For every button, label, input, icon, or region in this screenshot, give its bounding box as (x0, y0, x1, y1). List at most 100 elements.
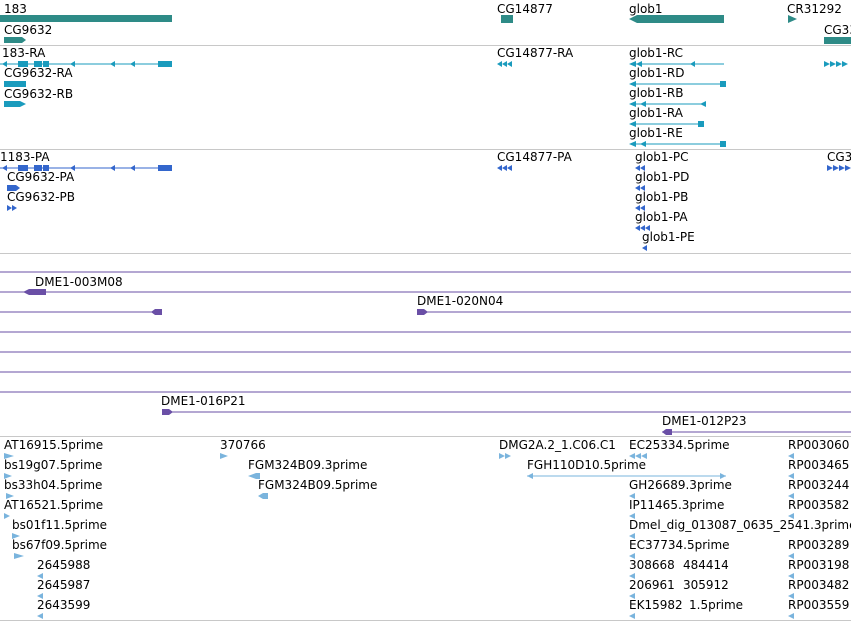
feature-glyph[interactable] (505, 453, 511, 459)
feature-glyph[interactable] (130, 165, 135, 171)
feature-glyph[interactable] (629, 613, 635, 619)
feature-glyph[interactable] (824, 61, 830, 67)
feature-glyph[interactable] (4, 453, 14, 459)
feature-glyph[interactable] (499, 453, 505, 459)
feature-glyph[interactable] (629, 533, 635, 539)
feature-glyph[interactable] (527, 473, 533, 479)
feature-glyph[interactable] (248, 473, 260, 479)
feature-glyph[interactable] (788, 493, 794, 499)
feature-glyph[interactable] (4, 513, 10, 519)
feature-glyph[interactable] (14, 553, 24, 559)
feature-glyph[interactable] (70, 165, 75, 171)
gene-bar[interactable] (629, 15, 724, 23)
feature-glyph[interactable] (700, 101, 706, 107)
feature-glyph[interactable] (6, 493, 14, 499)
feature-glyph[interactable] (43, 165, 49, 171)
feature-glyph[interactable] (110, 61, 115, 67)
feature-glyph[interactable] (833, 165, 839, 171)
feature-glyph[interactable] (629, 101, 636, 107)
feature-glyph[interactable] (12, 533, 20, 539)
feature-glyph[interactable] (641, 453, 647, 459)
feature-glyph[interactable] (788, 513, 794, 519)
feature-glyph[interactable] (788, 453, 794, 459)
feature-glyph[interactable] (635, 185, 640, 191)
feature-glyph[interactable] (635, 225, 640, 231)
feature-glyph[interactable] (4, 101, 14, 107)
feature-glyph[interactable] (830, 61, 836, 67)
feature-glyph[interactable] (497, 165, 502, 171)
feature-glyph[interactable] (662, 429, 672, 435)
feature-glyph[interactable] (158, 61, 172, 67)
feature-glyph[interactable] (502, 165, 507, 171)
feature-glyph[interactable] (70, 61, 75, 67)
feature-glyph[interactable] (629, 493, 635, 499)
feature-glyph[interactable] (507, 61, 512, 67)
feature-glyph[interactable] (507, 165, 512, 171)
feature-glyph[interactable] (788, 593, 794, 599)
feature-glyph[interactable] (845, 165, 851, 171)
feature-glyph[interactable] (110, 165, 115, 171)
gene-bar[interactable] (824, 37, 851, 44)
feature-glyph[interactable] (43, 61, 49, 67)
feature-glyph[interactable] (629, 81, 636, 87)
feature-glyph[interactable] (629, 121, 636, 127)
gene-bar[interactable] (0, 15, 172, 22)
est-glyphs[interactable] (4, 453, 794, 619)
feature-glyph[interactable] (640, 225, 645, 231)
feature-glyph[interactable] (151, 309, 162, 315)
feature-glyph[interactable] (788, 573, 794, 579)
feature-glyph[interactable] (640, 205, 645, 211)
feature-glyph[interactable] (645, 225, 650, 231)
feature-glyph[interactable] (720, 141, 726, 147)
feature-glyph[interactable] (640, 185, 645, 191)
feature-glyph[interactable] (842, 61, 848, 67)
feature-glyph[interactable] (720, 473, 726, 479)
feature-glyph[interactable] (502, 61, 507, 67)
feature-glyph[interactable] (4, 473, 12, 479)
feature-glyph[interactable] (788, 613, 794, 619)
feature-glyph[interactable] (640, 165, 645, 171)
feature-glyph[interactable] (130, 61, 135, 67)
feature-glyph[interactable] (635, 165, 640, 171)
feature-glyph[interactable] (629, 61, 636, 67)
feature-glyph[interactable] (836, 61, 842, 67)
feature-glyph[interactable] (640, 141, 646, 147)
feature-glyph[interactable] (34, 165, 42, 171)
feature-glyph[interactable] (12, 205, 17, 211)
feature-glyph[interactable] (629, 513, 635, 519)
feature-glyph[interactable] (7, 185, 20, 191)
feature-glyph[interactable] (629, 593, 635, 599)
feature-glyph[interactable] (629, 141, 636, 147)
feature-glyph[interactable] (690, 61, 695, 67)
feature-glyph[interactable] (23, 289, 46, 295)
feature-glyph[interactable] (629, 553, 635, 559)
feature-glyph[interactable] (7, 205, 12, 211)
gene-glyphs[interactable] (0, 15, 851, 44)
feature-glyph[interactable] (14, 101, 26, 107)
feature-glyph[interactable] (642, 245, 647, 251)
feature-glyph[interactable] (258, 493, 268, 499)
gene-bar[interactable] (4, 37, 26, 43)
feature-glyph[interactable] (827, 165, 833, 171)
feature-glyph[interactable] (636, 61, 642, 67)
feature-glyph[interactable] (788, 473, 794, 479)
gene-bar[interactable] (501, 15, 513, 23)
feature-glyph[interactable] (37, 573, 43, 579)
feature-glyph[interactable] (629, 573, 635, 579)
feature-glyph[interactable] (417, 309, 428, 315)
feature-glyph[interactable] (839, 165, 845, 171)
feature-glyph[interactable] (635, 205, 640, 211)
feature-glyph[interactable] (158, 165, 172, 171)
feature-glyph[interactable] (640, 101, 646, 107)
feature-glyph[interactable] (788, 553, 794, 559)
feature-glyph[interactable] (2, 165, 7, 171)
feature-glyph[interactable] (720, 81, 726, 87)
feature-glyph[interactable] (162, 409, 173, 415)
feature-glyph[interactable] (698, 121, 704, 127)
feature-glyph[interactable] (2, 61, 7, 67)
feature-glyph[interactable] (37, 613, 43, 619)
feature-glyph[interactable] (4, 81, 26, 87)
feature-glyph[interactable] (18, 165, 28, 171)
clone-glyphs[interactable] (0, 271, 851, 435)
feature-glyph[interactable] (497, 61, 502, 67)
